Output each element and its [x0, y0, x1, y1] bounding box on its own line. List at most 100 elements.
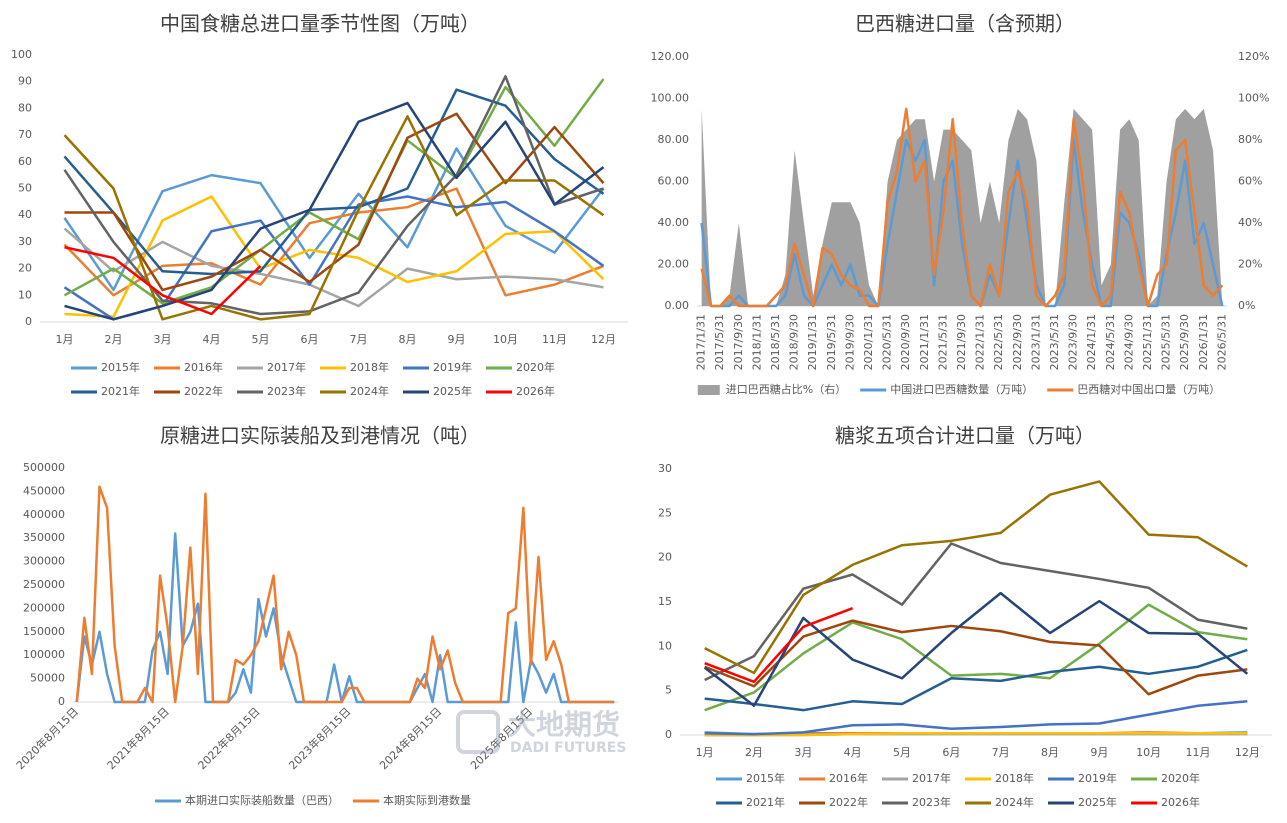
line	[704, 607, 854, 684]
x-tick-label: 2020/5/31	[881, 314, 894, 370]
x-tick-label: 2026/1/31	[1197, 314, 1210, 370]
y-tick-label: 60.00	[658, 175, 690, 188]
y-tick-label: 250000	[23, 578, 65, 591]
line	[704, 619, 1248, 696]
line	[64, 101, 605, 321]
x-tick-label: 2018/1/31	[750, 314, 763, 370]
y-tick-label: 300000	[23, 555, 65, 568]
y-tick-label: 0	[25, 315, 32, 328]
legend-label: 2018年	[995, 771, 1034, 785]
chart-title: 原糖进口实际装船及到港情况（吨）	[160, 424, 480, 448]
y2-tick-label: 80%	[1238, 133, 1262, 146]
legend-label: 2022年	[829, 795, 868, 809]
x-tick-label: 2025/9/30	[1178, 314, 1191, 370]
x-tick-label: 11月	[1186, 746, 1211, 759]
y-tick-label: 70	[18, 128, 32, 141]
legend-label: 2016年	[184, 360, 223, 374]
legend-swatch	[697, 385, 720, 395]
legend-label: 2017年	[267, 360, 306, 374]
y-tick-label: 450000	[23, 484, 65, 497]
legend-label: 2019年	[1078, 771, 1117, 785]
legend-label: 2021年	[746, 795, 785, 809]
y-tick-label: 80	[18, 101, 32, 114]
x-tick-label: 10月	[1136, 746, 1161, 759]
watermark: 大地期货	[508, 708, 620, 741]
x-tick-label: 2026/5/31	[1215, 314, 1228, 370]
x-tick-label: 2022/1/31	[974, 314, 987, 370]
y-tick-label: 0	[665, 728, 672, 741]
legend-label: 本期进口实际装船数量（巴西）	[185, 793, 339, 807]
legend-label: 2023年	[267, 384, 306, 398]
line	[75, 485, 615, 704]
line	[704, 648, 1248, 712]
y-tick-label: 100	[11, 48, 32, 61]
legend-label: 进口巴西糖占比%（右）	[726, 382, 846, 396]
x-tick-label: 2月	[745, 746, 763, 759]
x-tick-label: 2021/9/30	[955, 314, 968, 370]
legend-label: 2024年	[350, 384, 389, 398]
y-tick-label: 350000	[23, 531, 65, 544]
watermark: DADI FUTURES	[510, 740, 626, 756]
legend-label: 2025年	[1078, 795, 1117, 809]
line	[75, 532, 615, 704]
legend-label: 中国进口巴西糖数量（万吨）	[890, 382, 1033, 396]
y-tick-label: 20	[18, 262, 32, 275]
legend-label: 本期实际到港数量	[383, 793, 471, 807]
x-tick-label: 2020/9/30	[899, 314, 912, 370]
y2-tick-label: 60%	[1238, 175, 1262, 188]
x-tick-label: 3月	[154, 333, 172, 346]
y-tick-label: 0.00	[665, 299, 690, 312]
legend-label: 2024年	[995, 795, 1034, 809]
line	[703, 591, 1249, 707]
x-tick-label: 5月	[252, 333, 270, 346]
legend-label: 2020年	[516, 360, 555, 374]
line	[63, 227, 604, 308]
x-tick-label: 7月	[992, 746, 1010, 759]
y-tick-label: 50000	[30, 672, 65, 685]
line	[63, 88, 605, 276]
x-tick-label: 2022/5/31	[992, 314, 1005, 370]
x-tick-label: 4月	[844, 746, 862, 759]
y-tick-label: 30	[658, 462, 672, 475]
x-tick-label: 2024/5/31	[1104, 314, 1117, 370]
x-tick-label: 2月	[105, 333, 123, 346]
x-tick-label: 2023/9/30	[1067, 314, 1080, 370]
line	[700, 107, 1224, 308]
x-tick-label: 2017/5/31	[713, 314, 726, 370]
line	[63, 75, 604, 316]
line	[63, 187, 604, 297]
y-tick-label: 10	[18, 288, 32, 301]
line	[704, 603, 1248, 712]
y-tick-label: 20.00	[658, 258, 690, 271]
x-tick-label: 4月	[203, 333, 221, 346]
x-tick-label: 8月	[1041, 746, 1059, 759]
x-tick-label: 2023/5/31	[1048, 314, 1061, 370]
legend-label: 2016年	[829, 771, 868, 785]
x-tick-label: 9月	[448, 333, 466, 346]
x-tick-label: 8月	[399, 333, 417, 346]
x-tick-label: 6月	[301, 333, 319, 346]
x-tick-label: 1月	[696, 746, 714, 759]
y-tick-label: 0	[58, 695, 65, 708]
y-tick-label: 200000	[23, 601, 65, 614]
y-tick-label: 100000	[23, 648, 65, 661]
chart-title: 中国食糖总进口量季节性图（万吨）	[160, 12, 480, 36]
x-tick-label: 2024/9/30	[1122, 314, 1135, 370]
y-tick-label: 20	[658, 551, 672, 564]
y-tick-label: 80.00	[658, 133, 690, 146]
line	[64, 246, 262, 316]
legend-label: 2020年	[1161, 771, 1200, 785]
x-tick-label: 2017/1/31	[695, 314, 708, 370]
x-tick-label: 2023/1/31	[1029, 314, 1042, 370]
x-tick-label: 2019/9/30	[843, 314, 856, 370]
x-tick-label: 12月	[591, 333, 616, 346]
line	[704, 480, 1248, 675]
legend-label: 2022年	[184, 384, 223, 398]
x-tick-label: 11月	[542, 333, 567, 346]
x-tick-label: 1月	[56, 333, 74, 346]
x-tick-label: 2025/5/31	[1160, 314, 1173, 370]
x-tick-label: 2019/1/31	[806, 314, 819, 370]
y2-tick-label: 100%	[1238, 92, 1269, 105]
x-tick-label: 2017/9/30	[732, 314, 745, 370]
